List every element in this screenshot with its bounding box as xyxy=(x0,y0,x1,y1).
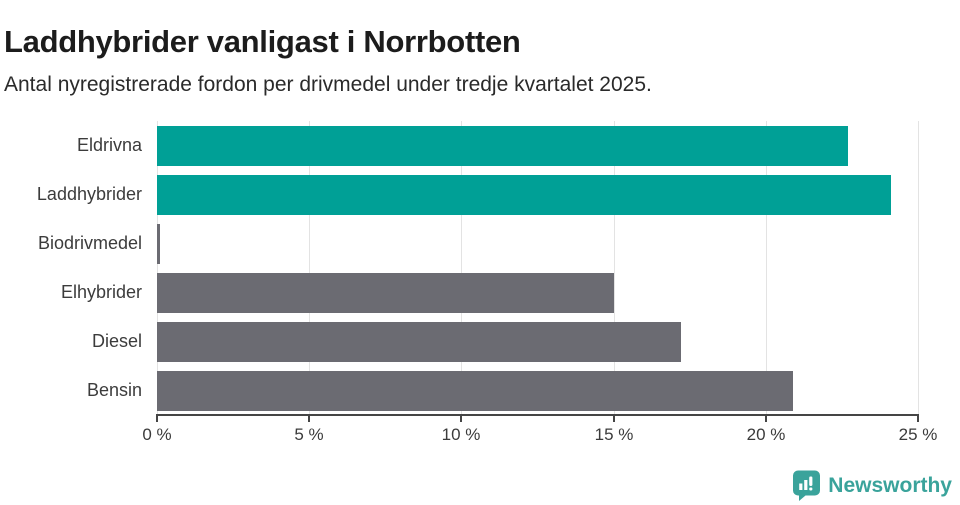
bar-eldrivna xyxy=(157,125,848,166)
axis-tick xyxy=(765,416,767,422)
axis-tick xyxy=(613,416,615,422)
bar-bensin xyxy=(157,370,794,411)
category-label-bensin: Bensin xyxy=(86,380,142,400)
category-label-elhybrider: Elhybrider xyxy=(60,282,142,302)
plot-area: Eldrivna Laddhybrider Biodrivmedel Elhybrid… xyxy=(0,121,960,415)
x-tick-label: 15 % xyxy=(594,425,634,444)
category-label-biodrivmedel: Biodrivmedel xyxy=(37,233,142,253)
category-axis-labels: Eldrivna Laddhybrider Biodrivmedel Elhybrid… xyxy=(0,121,157,415)
axis-tick xyxy=(156,416,158,422)
gridline xyxy=(157,121,158,415)
chart-title: Laddhybrider vanligast i Norrbotten xyxy=(4,23,521,59)
bar-laddhybrider xyxy=(157,174,891,215)
newsworthy-speech-bubble-bar-chart-icon xyxy=(792,470,821,501)
bar-row xyxy=(157,268,918,317)
bar-diesel xyxy=(157,321,681,362)
brand-name: Newsworthy xyxy=(828,473,952,497)
x-tick-label: 20 % xyxy=(746,425,786,444)
category-label-laddhybrider: Laddhybrider xyxy=(36,184,142,204)
axis-tick xyxy=(308,416,310,422)
x-tick-label: 25 % xyxy=(898,425,938,444)
bar-row xyxy=(157,366,918,415)
axis-tick xyxy=(917,416,919,422)
x-tick-label: 0 % xyxy=(142,425,172,444)
x-tick-label: 10 % xyxy=(441,425,481,444)
bar-row xyxy=(157,219,918,268)
bar-row xyxy=(157,317,918,366)
chart-subtitle: Antal nyregistrerade fordon per drivmede… xyxy=(4,73,652,96)
axis-tick xyxy=(460,416,462,422)
bar-row xyxy=(157,121,918,170)
newsworthy-logo[interactable]: Newsworthy xyxy=(792,470,952,501)
category-label-eldrivna: Eldrivna xyxy=(76,135,142,155)
gridline xyxy=(614,121,615,415)
gridline xyxy=(461,121,462,415)
bar-biodrivmedel xyxy=(157,223,161,264)
gridline xyxy=(918,121,919,415)
bar-row xyxy=(157,170,918,219)
gridline xyxy=(309,121,310,415)
x-tick-label: 5 % xyxy=(294,425,324,444)
x-axis-line xyxy=(156,414,919,416)
bar-rows xyxy=(157,121,918,415)
gridline xyxy=(766,121,767,415)
category-label-diesel: Diesel xyxy=(91,331,142,351)
bar-elhybrider xyxy=(157,272,614,313)
